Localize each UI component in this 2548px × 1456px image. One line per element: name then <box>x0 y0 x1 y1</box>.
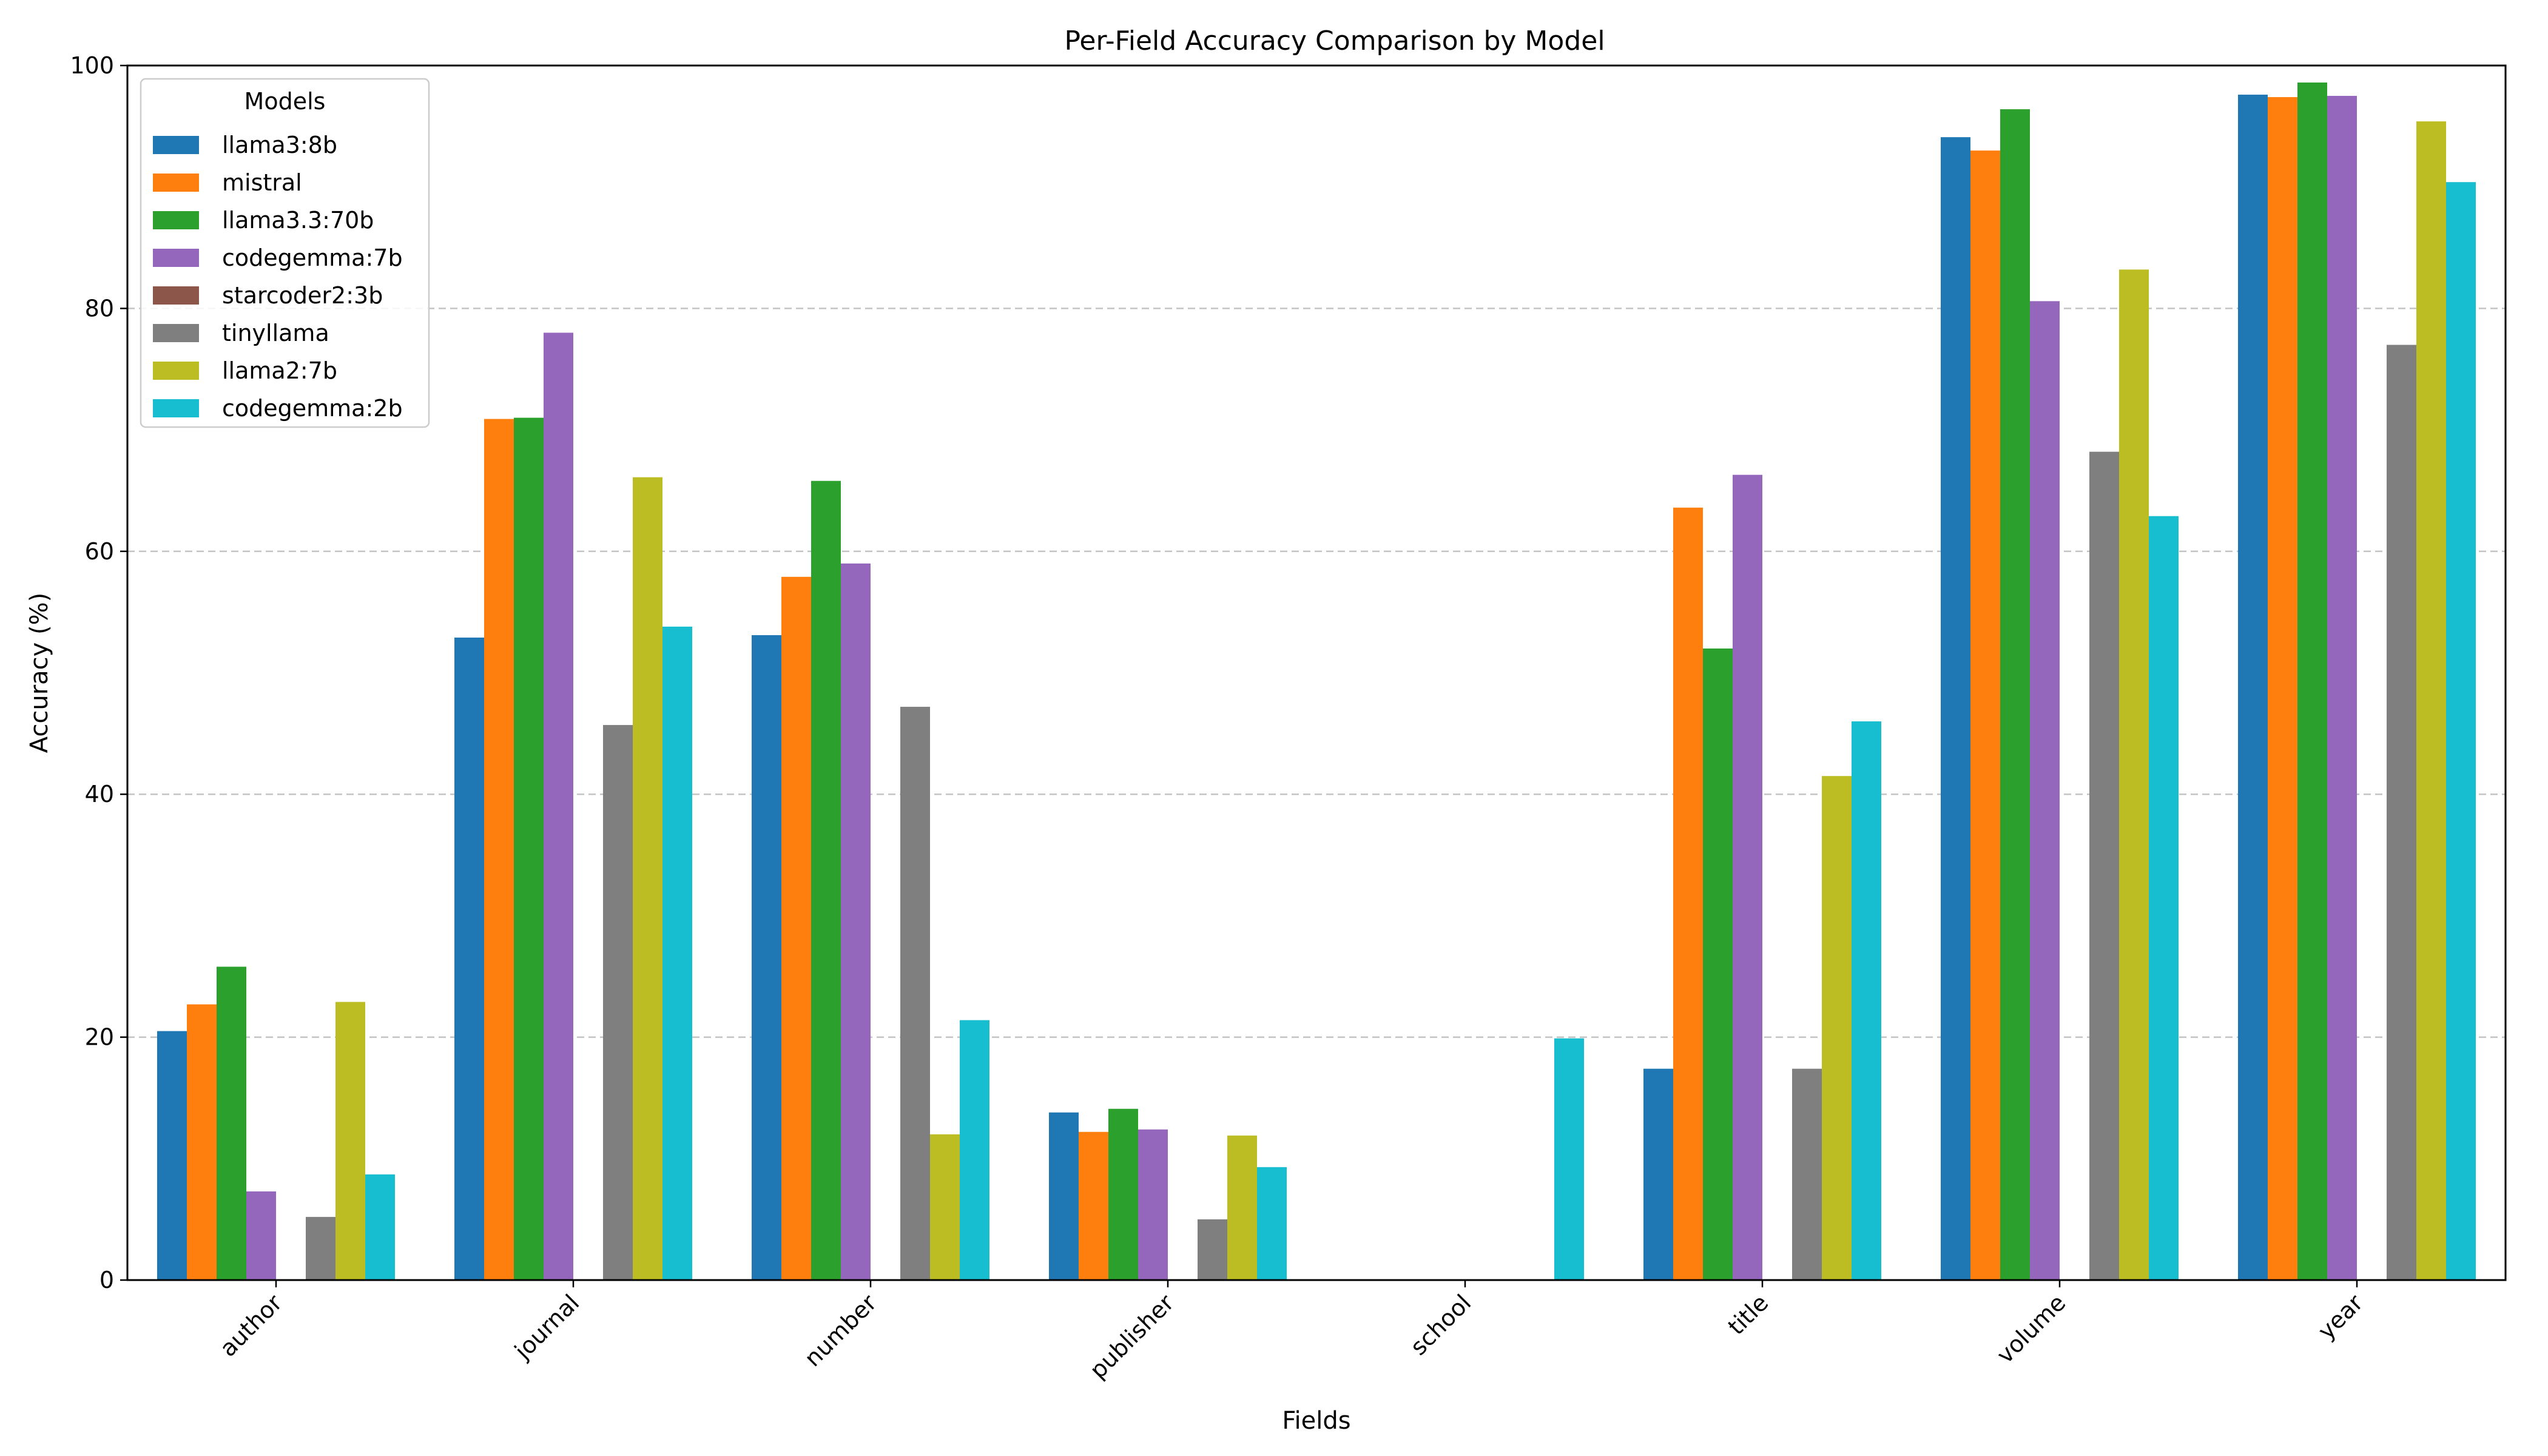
bar <box>1970 150 2000 1280</box>
x-tick-label: school <box>1405 1289 1476 1360</box>
bar <box>1079 1131 1108 1280</box>
legend-label: llama3:8b <box>222 132 337 158</box>
bar <box>2000 109 2030 1280</box>
y-tick-label: 60 <box>85 538 114 565</box>
legend-swatch <box>153 211 199 229</box>
bar <box>365 1174 395 1280</box>
legend-swatch <box>153 174 199 192</box>
bar <box>1049 1112 1079 1280</box>
x-tick-label: volume <box>1992 1289 2071 1369</box>
bar <box>2119 269 2149 1281</box>
bar <box>1941 137 1970 1280</box>
bar <box>1733 474 1762 1280</box>
bar <box>157 1031 187 1280</box>
bar <box>544 332 573 1281</box>
x-tick-label: author <box>215 1289 288 1362</box>
bar <box>1257 1167 1287 1280</box>
bar <box>1852 721 1881 1280</box>
bar <box>960 1020 989 1280</box>
legend-box <box>140 78 430 428</box>
legend-swatch <box>153 286 199 305</box>
bar <box>187 1004 217 1280</box>
bar <box>2149 516 2179 1281</box>
legend-swatch <box>153 324 199 342</box>
bar <box>2089 451 2119 1280</box>
y-tick-label: 100 <box>70 52 114 79</box>
bar <box>841 563 871 1280</box>
bar <box>2387 345 2416 1281</box>
legend-label: llama2:7b <box>222 357 337 384</box>
bar <box>2030 301 2060 1281</box>
legend-label: tinyllama <box>222 320 329 346</box>
x-axis-label: Fields <box>1282 1407 1350 1435</box>
bar <box>306 1216 335 1280</box>
legend-swatch <box>153 362 199 380</box>
bar <box>1554 1038 1584 1280</box>
bar <box>633 477 662 1280</box>
legend-swatch <box>153 399 199 417</box>
bar <box>1108 1108 1138 1280</box>
bar <box>1673 507 1703 1280</box>
bar <box>335 1002 365 1280</box>
legend-label: starcoder2:3b <box>222 282 383 309</box>
bar <box>603 725 633 1280</box>
bar <box>1643 1068 1673 1280</box>
bar <box>1138 1129 1168 1280</box>
bar <box>2327 96 2357 1280</box>
x-axis: author journal number publisher school title v… <box>215 1280 2368 1384</box>
bar <box>1822 776 1852 1280</box>
bars <box>157 83 2476 1281</box>
y-tick-label: 80 <box>85 295 114 322</box>
bar <box>752 635 781 1280</box>
bar <box>1792 1068 1822 1280</box>
bar <box>781 576 811 1280</box>
legend-title: Models <box>244 88 326 115</box>
y-axis: 0 20 40 60 80 100 <box>70 52 127 1293</box>
x-tick-label: title <box>1723 1289 1774 1340</box>
x-tick-label: publisher <box>1085 1289 1179 1384</box>
bar <box>662 626 692 1280</box>
bar <box>900 707 930 1280</box>
bar <box>2446 182 2476 1280</box>
bar <box>454 637 484 1280</box>
legend-swatch <box>153 136 199 154</box>
bar <box>2268 97 2297 1280</box>
bar <box>246 1191 276 1280</box>
legend-label: mistral <box>222 169 302 196</box>
y-tick-label: 20 <box>85 1024 114 1051</box>
bar <box>930 1134 960 1280</box>
bar <box>217 966 246 1280</box>
chart-title: Per-Field Accuracy Comparison by Model <box>1064 25 1605 56</box>
x-tick-label: number <box>799 1289 881 1372</box>
y-axis-label: Accuracy (%) <box>25 593 53 753</box>
y-tick-label: 40 <box>85 781 114 807</box>
bar <box>1227 1135 1257 1280</box>
legend-swatch <box>153 249 199 267</box>
x-tick-label: journal <box>509 1289 584 1364</box>
legend-label: codegemma:7b <box>222 244 403 271</box>
bar <box>484 419 514 1280</box>
bar <box>514 417 544 1280</box>
x-tick-label: year <box>2313 1289 2368 1344</box>
bar <box>811 480 841 1280</box>
bar <box>1703 648 1733 1280</box>
y-tick-label: 0 <box>99 1267 114 1293</box>
bar <box>1198 1219 1227 1280</box>
legend: Models llama3:8b mistral llama3.3:70b codege… <box>140 78 430 428</box>
plot-frame <box>126 64 2507 1281</box>
bar <box>2238 95 2268 1281</box>
legend-label: codegemma:2b <box>222 395 403 422</box>
bar <box>2416 121 2446 1280</box>
legend-label: llama3.3:70b <box>222 207 374 234</box>
bar <box>2297 83 2327 1281</box>
